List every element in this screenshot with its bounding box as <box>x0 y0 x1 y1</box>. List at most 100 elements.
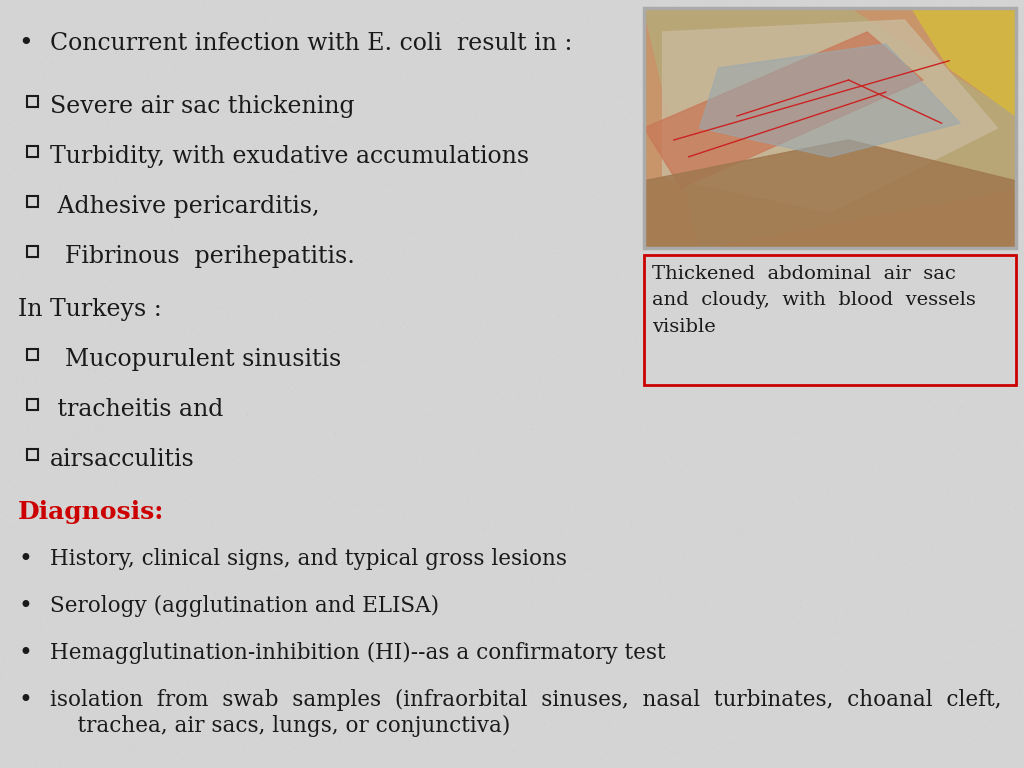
Point <box>901 603 918 615</box>
Point <box>672 679 688 691</box>
Point <box>371 382 387 394</box>
Point <box>573 626 590 638</box>
Point <box>1004 310 1020 323</box>
Point <box>920 405 936 417</box>
Point <box>936 282 952 294</box>
Point <box>61 415 78 428</box>
Point <box>659 415 676 427</box>
Point <box>22 6 38 18</box>
Point <box>855 637 871 649</box>
Point <box>955 502 972 514</box>
Point <box>456 714 472 727</box>
Point <box>399 242 416 254</box>
Point <box>459 200 475 212</box>
Point <box>872 726 889 738</box>
Point <box>603 724 620 737</box>
Point <box>147 155 164 167</box>
Point <box>526 659 543 671</box>
Point <box>240 423 256 435</box>
Point <box>638 433 654 445</box>
Point <box>859 419 876 432</box>
Point <box>691 100 708 112</box>
Point <box>429 121 445 133</box>
Point <box>108 601 124 613</box>
Point <box>412 367 428 379</box>
Point <box>191 708 208 720</box>
Point <box>685 38 701 50</box>
Point <box>81 358 97 370</box>
Point <box>938 167 954 179</box>
Point <box>19 753 36 765</box>
Point <box>166 288 182 300</box>
Point <box>713 0 729 7</box>
Point <box>1011 539 1024 551</box>
Point <box>568 650 585 663</box>
Point <box>589 654 605 666</box>
Point <box>703 161 720 174</box>
Point <box>570 552 587 564</box>
Point <box>133 194 150 206</box>
Point <box>62 567 79 579</box>
Point <box>445 515 462 527</box>
Point <box>815 306 831 318</box>
Point <box>261 305 278 317</box>
Point <box>920 648 936 660</box>
Point <box>459 247 475 260</box>
Point <box>899 187 915 200</box>
Point <box>173 48 189 60</box>
Point <box>628 221 644 233</box>
Point <box>905 635 922 647</box>
Point <box>658 314 675 326</box>
Point <box>346 614 362 626</box>
Point <box>472 0 488 6</box>
Point <box>731 172 748 184</box>
Point <box>379 415 395 427</box>
Point <box>134 442 151 454</box>
Point <box>657 655 674 667</box>
Point <box>693 259 710 271</box>
Point <box>867 243 884 256</box>
Point <box>313 379 330 392</box>
Point <box>757 443 773 455</box>
Point <box>155 668 171 680</box>
Point <box>826 148 843 161</box>
Point <box>546 531 562 544</box>
Point <box>213 561 229 574</box>
Point <box>331 402 347 414</box>
Point <box>547 283 563 295</box>
Point <box>294 488 310 501</box>
Point <box>220 286 237 298</box>
Point <box>416 752 432 764</box>
Point <box>921 296 937 308</box>
Point <box>932 580 948 592</box>
Point <box>111 439 127 451</box>
Point <box>160 240 176 253</box>
Point <box>819 349 836 362</box>
Point <box>72 362 88 374</box>
Point <box>788 124 805 136</box>
Point <box>279 443 295 455</box>
Point <box>471 638 487 650</box>
Point <box>834 671 850 684</box>
Point <box>870 0 887 7</box>
Point <box>726 703 742 716</box>
Point <box>216 433 232 445</box>
Point <box>11 380 28 392</box>
Point <box>601 308 617 320</box>
Point <box>389 280 406 293</box>
Point <box>700 94 717 107</box>
Point <box>943 190 959 203</box>
Point <box>1002 372 1019 384</box>
Point <box>20 748 37 760</box>
Point <box>206 399 222 411</box>
Point <box>296 322 312 334</box>
Point <box>438 173 455 185</box>
Point <box>326 170 342 182</box>
Point <box>394 759 411 768</box>
Point <box>980 554 996 567</box>
Point <box>719 41 735 53</box>
Point <box>194 147 210 159</box>
Point <box>401 228 418 240</box>
Point <box>0 530 12 542</box>
Point <box>374 160 390 172</box>
